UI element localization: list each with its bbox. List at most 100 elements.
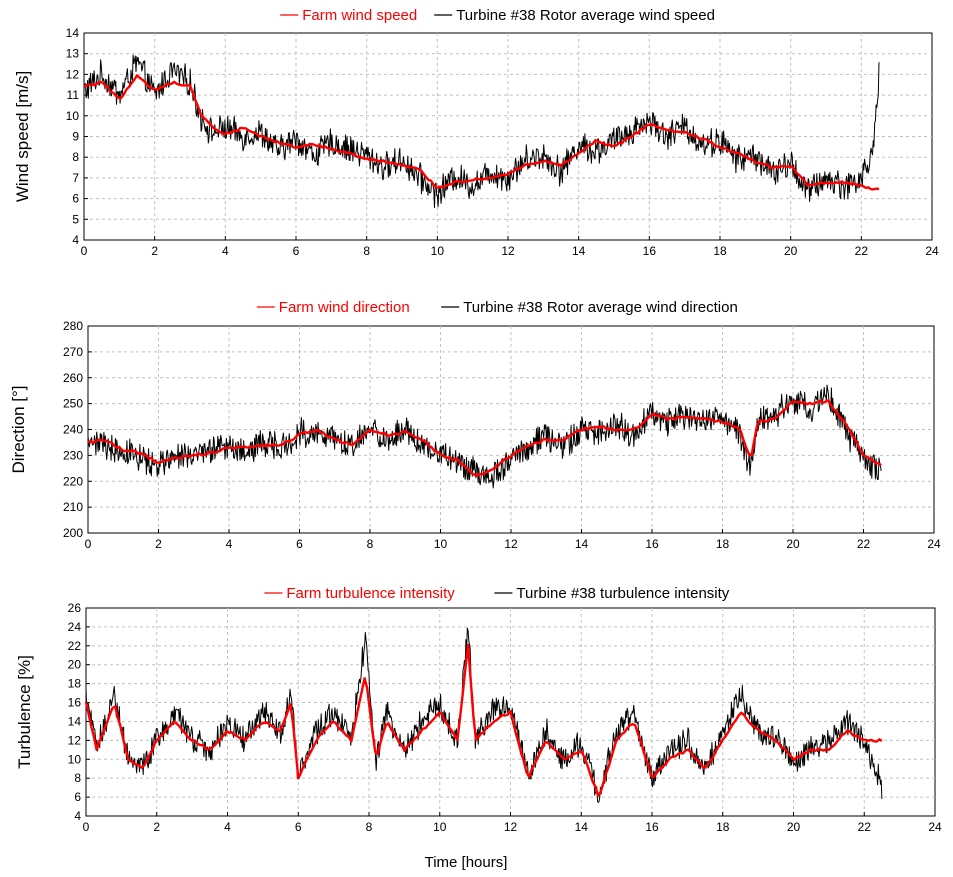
x-tick-label: 16 [643, 244, 657, 258]
x-tick-label: 18 [713, 244, 727, 258]
y-tick-label: 240 [63, 423, 83, 437]
x-tick-label: 12 [504, 820, 518, 834]
direction-grid [88, 326, 934, 533]
y-tick-label: 11 [67, 88, 80, 102]
turbulence-axis-ticks: 0 2 4 6 8 10 12 14 16 18 20 22 244681012141618202224… [68, 601, 942, 834]
direction-axis-ticks: 0 2 4 6 8 10 12 14 16 18 20 22 242002102202302402502… [63, 319, 941, 551]
turbulence-series-farm-turbulence-intensity [84, 643, 883, 797]
y-tick-label: 260 [63, 371, 83, 385]
y-tick-label: 9 [72, 130, 79, 144]
x-tick-label: 20 [786, 537, 800, 551]
x-tick-label: 0 [83, 820, 90, 834]
x-tick-label: 4 [226, 537, 233, 551]
y-tick-label: 7 [72, 171, 79, 185]
y-tick-label: 24 [68, 620, 82, 634]
turbulence-legend: Farm turbulence intensity Turbine #38 tur… [264, 585, 730, 602]
y-tick-label: 4 [72, 233, 79, 247]
direction-legend: Farm wind direction Turbine #38 Rotor ave… [256, 299, 738, 316]
legend-label: Turbine #38 Rotor average wind direction [463, 299, 738, 316]
y-tick-label: 270 [63, 345, 83, 359]
x-tick-label: 18 [716, 820, 730, 834]
wind-speed-series [83, 54, 880, 208]
turbulence-series [84, 627, 883, 803]
x-tick-label: 12 [504, 537, 518, 551]
x-tick-label: 8 [367, 537, 374, 551]
y-tick-label: 14 [66, 26, 80, 40]
x-axis-label: Time [hours] [425, 854, 508, 871]
x-tick-label: 2 [155, 537, 162, 551]
x-tick-label: 6 [295, 820, 302, 834]
wind-speed-legend: Farm wind speed Turbine #38 Rotor average… [280, 7, 715, 24]
x-tick-label: 8 [363, 244, 370, 258]
direction-y-axis-label: Direction [°] [9, 385, 28, 473]
x-tick-label: 0 [85, 537, 92, 551]
y-tick-label: 200 [63, 526, 83, 540]
x-tick-label: 16 [645, 820, 659, 834]
y-tick-label: 210 [63, 500, 83, 514]
x-tick-label: 12 [501, 244, 515, 258]
legend-label: Farm wind speed [302, 7, 417, 24]
y-tick-label: 8 [72, 150, 79, 164]
y-tick-label: 12 [68, 733, 82, 747]
y-tick-label: 280 [63, 319, 83, 333]
x-tick-label: 2 [151, 244, 158, 258]
y-tick-label: 12 [66, 67, 80, 81]
y-tick-label: 13 [66, 47, 80, 61]
y-tick-label: 20 [68, 658, 82, 672]
wind-speed-series-turbine-38-rotor-average-wind-speed [83, 54, 880, 208]
turbulence-panel: 0 2 4 6 8 10 12 14 16 18 20 22 244681012141618202224… [15, 585, 942, 834]
y-tick-label: 8 [74, 771, 81, 785]
x-tick-label: 22 [858, 820, 872, 834]
x-tick-label: 10 [434, 537, 448, 551]
direction-series-farm-wind-direction [87, 399, 882, 478]
y-tick-label: 14 [68, 714, 82, 728]
turbulence-y-axis-label: Turbulence [%] [15, 655, 34, 769]
y-tick-label: 5 [72, 212, 79, 226]
legend-label: Turbine #38 turbulence intensity [516, 585, 729, 602]
x-tick-label: 20 [784, 244, 798, 258]
x-tick-label: 20 [787, 820, 801, 834]
y-tick-label: 4 [74, 809, 81, 823]
y-tick-label: 230 [63, 448, 83, 462]
x-tick-label: 24 [927, 537, 941, 551]
x-tick-label: 22 [857, 537, 871, 551]
legend-label: Farm wind direction [279, 299, 410, 316]
y-tick-label: 10 [68, 752, 82, 766]
y-tick-label: 220 [63, 474, 83, 488]
x-tick-label: 4 [224, 820, 231, 834]
y-tick-label: 250 [63, 397, 83, 411]
legend-label: Turbine #38 Rotor average wind speed [456, 7, 715, 24]
x-tick-label: 6 [293, 244, 300, 258]
x-tick-label: 2 [153, 820, 160, 834]
x-tick-label: 24 [925, 244, 939, 258]
wind-speed-y-axis-label: Wind speed [m/s] [13, 71, 32, 202]
x-tick-label: 14 [575, 820, 589, 834]
x-tick-label: 14 [572, 244, 586, 258]
x-tick-label: 4 [222, 244, 229, 258]
y-tick-label: 6 [74, 790, 81, 804]
x-tick-label: 14 [575, 537, 589, 551]
y-tick-label: 6 [72, 192, 79, 206]
x-tick-label: 16 [645, 537, 659, 551]
legend-label: Farm turbulence intensity [286, 585, 455, 602]
x-tick-label: 18 [716, 537, 730, 551]
x-tick-label: 0 [81, 244, 88, 258]
x-tick-label: 6 [296, 537, 303, 551]
x-tick-label: 24 [928, 820, 942, 834]
x-tick-label: 10 [433, 820, 447, 834]
y-tick-label: 26 [68, 601, 82, 615]
direction-series [87, 384, 882, 489]
y-tick-label: 10 [66, 109, 80, 123]
x-tick-label: 10 [431, 244, 445, 258]
wind-speed-series-farm-wind-speed [83, 74, 880, 191]
x-tick-label: 8 [366, 820, 373, 834]
x-tick-label: 22 [855, 244, 869, 258]
y-tick-label: 16 [68, 696, 82, 710]
direction-series-turbine-38-rotor-average-wind-direction [87, 384, 882, 489]
y-tick-label: 18 [68, 677, 82, 691]
y-tick-label: 22 [68, 639, 82, 653]
direction-panel: 0 2 4 6 8 10 12 14 16 18 20 22 242002102202302402502… [9, 299, 941, 551]
